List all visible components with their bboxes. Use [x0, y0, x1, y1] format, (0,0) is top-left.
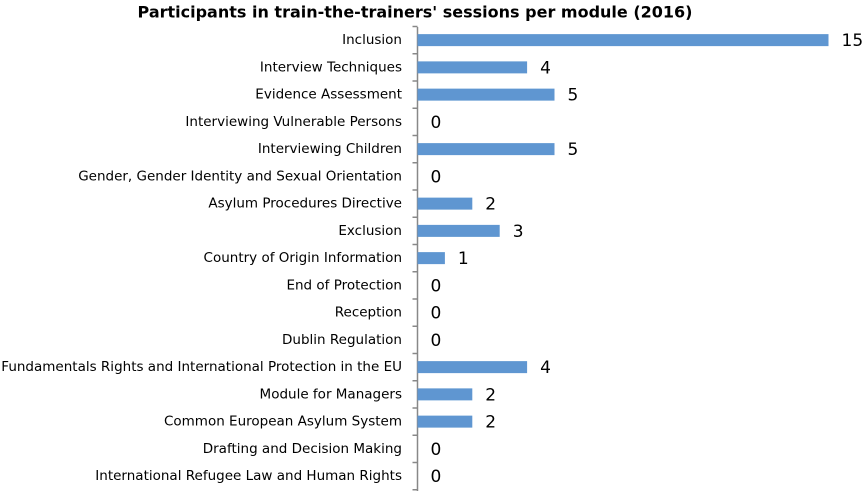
value-label: 0: [431, 331, 442, 351]
category-label: Common European Asylum System: [164, 414, 402, 430]
value-label: 0: [431, 113, 442, 133]
value-label: 0: [431, 276, 442, 296]
bar: [417, 61, 528, 74]
value-label: 4: [540, 58, 551, 78]
value-label: 0: [431, 467, 442, 487]
bar: [417, 224, 500, 237]
category-label: Evidence Assessment: [255, 87, 402, 103]
bar: [417, 415, 473, 428]
bar: [417, 88, 555, 101]
category-label: Reception: [335, 305, 402, 321]
value-label: 3: [513, 222, 524, 242]
value-label: 2: [485, 195, 496, 215]
value-label: 5: [568, 140, 579, 160]
value-label: 0: [431, 440, 442, 460]
value-label: 15: [842, 31, 863, 51]
bar: [417, 34, 829, 47]
value-label: 2: [485, 385, 496, 405]
value-label: 4: [540, 358, 551, 378]
category-label: Interviewing Vulnerable Persons: [185, 114, 402, 130]
category-label: Module for Managers: [260, 386, 402, 402]
bar: [417, 388, 473, 401]
category-label: Exclusion: [338, 223, 402, 239]
category-label: Gender, Gender Identity and Sexual Orien…: [78, 168, 402, 184]
category-label: Inclusion: [342, 32, 402, 48]
category-label: Drafting and Decision Making: [203, 441, 402, 457]
value-label: 1: [458, 249, 469, 269]
bar: [417, 361, 528, 374]
value-label: 2: [485, 413, 496, 433]
category-label: Asylum Procedures Directive: [208, 196, 402, 212]
bar: [417, 143, 555, 156]
category-label: Fundamentals Rights and International Pr…: [1, 359, 402, 375]
bar: [417, 252, 445, 265]
value-label: 0: [431, 304, 442, 324]
value-label: 0: [431, 167, 442, 187]
bar: [417, 197, 473, 210]
category-label: Interviewing Children: [258, 141, 402, 157]
chart-title: Participants in train-the-trainers' sess…: [138, 3, 693, 22]
category-label: Dublin Regulation: [282, 332, 402, 348]
value-label: 5: [568, 86, 579, 106]
category-label: End of Protection: [286, 277, 402, 293]
category-label: Country of Origin Information: [204, 250, 402, 266]
category-label: Interview Techniques: [260, 59, 402, 75]
category-label: International Refugee Law and Human Righ…: [95, 468, 402, 484]
